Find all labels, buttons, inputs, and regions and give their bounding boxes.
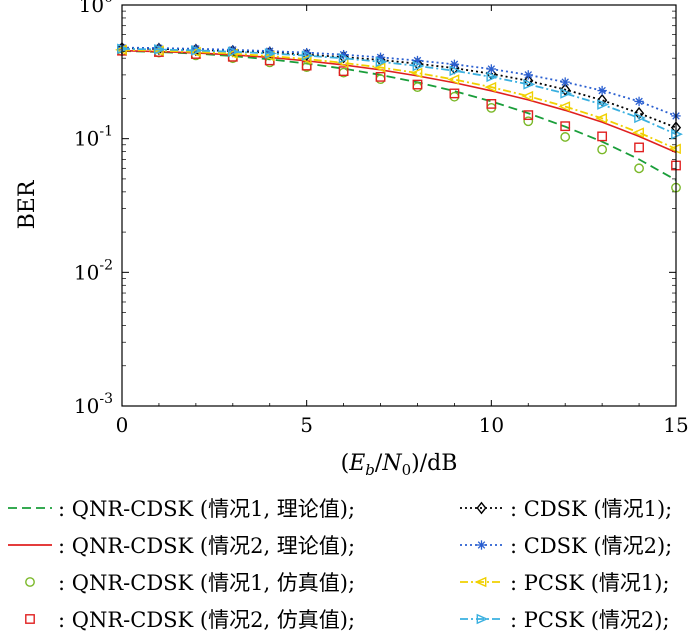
series-3-point-9 <box>449 88 460 99</box>
series-7 <box>117 43 683 140</box>
series-2-point-13 <box>597 144 608 155</box>
series-1 <box>121 49 677 154</box>
y-tick-label-2: 10-2 <box>74 257 113 284</box>
y-tick-label-3: 10-3 <box>74 391 113 418</box>
legend-label-3: : QNR-CDSK (情况2, 仿真值); <box>58 608 355 632</box>
series-2-point-7 <box>375 74 386 85</box>
series-3-point-6 <box>338 66 349 77</box>
legend-marker-5 <box>476 540 487 550</box>
series-3-point-8 <box>412 79 423 90</box>
series-4-point-12 <box>560 83 571 96</box>
series-7-point-11 <box>523 79 536 90</box>
series-5-point-14 <box>634 96 644 107</box>
series-2-point-11 <box>523 116 534 127</box>
legend-label-0: : QNR-CDSK (情况1, 理论值); <box>58 497 355 521</box>
series-6-point-8 <box>410 67 423 79</box>
series-2-point-14 <box>634 163 644 174</box>
legend-entry-4: : CDSK (情况1); <box>460 497 672 521</box>
series-6-point-13 <box>595 113 608 124</box>
series-6-point-10 <box>484 81 497 93</box>
legend-marker-7 <box>476 613 489 625</box>
series-3-point-13 <box>597 131 608 142</box>
series-5-point-9 <box>449 59 460 70</box>
series-line-7 <box>121 47 677 136</box>
legend-label-7: : PCSK (情况2); <box>510 608 670 632</box>
series-6-point-7 <box>373 62 386 73</box>
tick-labels: 0 5 10 15 100 10-1 10-2 10-3 <box>74 0 689 437</box>
series-6-point-9 <box>447 74 460 85</box>
series-2-point-9 <box>449 91 460 102</box>
legend: : QNR-CDSK (情况1, 理论值); : CDSK (情况1); : QNR… <box>8 497 672 632</box>
series-3-point-14 <box>634 142 644 153</box>
series-7-point-10 <box>486 71 499 83</box>
x-tick-label-2: 10 <box>479 413 504 437</box>
series-3-point-11 <box>523 110 534 121</box>
series-line-5 <box>121 46 677 117</box>
series-5-point-12 <box>560 77 570 87</box>
series-6-point-2 <box>188 46 201 58</box>
series-0 <box>121 50 677 181</box>
legend-marker-6 <box>474 576 487 588</box>
series-7-point-13 <box>597 99 610 110</box>
series-3-point-12 <box>560 121 571 132</box>
series-6-point-12 <box>558 101 571 112</box>
series-7-point-12 <box>560 88 573 99</box>
legend-label-6: : PCSK (情况1); <box>510 571 670 595</box>
y-tick-label-0: 100 <box>79 0 113 17</box>
series-6-point-3 <box>225 48 238 60</box>
legend-label-1: : QNR-CDSK (情况2, 理论值); <box>58 534 355 558</box>
legend-marker-3 <box>25 614 35 624</box>
series-7-point-5 <box>301 50 314 61</box>
plot-area-frame <box>121 4 677 407</box>
legend-entry-3: : QNR-CDSK (情况2, 仿真值); <box>25 608 355 632</box>
legend-label-5: : CDSK (情况2); <box>510 534 672 558</box>
series-7-point-6 <box>338 53 351 64</box>
legend-label-2: : QNR-CDSK (情况1, 仿真值); <box>58 571 355 595</box>
legend-entry-6: : PCSK (情况1); <box>460 571 670 595</box>
axis-ticks <box>121 4 677 407</box>
legend-entry-7: : PCSK (情况2); <box>460 608 670 632</box>
series-6-point-11 <box>521 90 534 102</box>
legend-marker-2 <box>25 577 35 587</box>
legend-entry-5: : CDSK (情况2); <box>460 534 672 558</box>
legend-entry-1: : QNR-CDSK (情况2, 理论值); <box>8 534 355 558</box>
series-7-point-8 <box>412 60 425 72</box>
legend-entry-2: : QNR-CDSK (情况1, 仿真值); <box>25 571 355 595</box>
series-6-point-5 <box>299 53 312 65</box>
x-tick-label-3: 15 <box>663 413 688 437</box>
series-7-point-2 <box>190 45 203 56</box>
series-layer <box>115 41 683 193</box>
series-7-point-4 <box>264 48 277 59</box>
series-7-point-3 <box>227 46 240 58</box>
legend-marker-4 <box>476 501 487 515</box>
series-5-point-10 <box>486 64 497 74</box>
series-6-point-14 <box>632 127 644 138</box>
y-axis-label: BER <box>15 179 40 229</box>
x-tick-label-0: 0 <box>116 413 129 437</box>
series-line-6 <box>121 48 677 150</box>
series-7-point-9 <box>449 65 462 77</box>
series-7-point-7 <box>375 56 388 68</box>
series-2-point-8 <box>412 82 423 93</box>
legend-entry-0: : QNR-CDSK (情况1, 理论值); <box>8 497 355 521</box>
series-2-point-12 <box>560 132 571 142</box>
series-5-point-13 <box>597 85 607 96</box>
series-5-point-11 <box>523 70 533 80</box>
series-3 <box>117 45 681 171</box>
x-axis-label: (Eb/N0)/dB <box>341 451 458 479</box>
series-3-point-7 <box>375 71 386 82</box>
series-line-0 <box>121 50 677 181</box>
x-tick-label-1: 5 <box>300 413 313 437</box>
series-5 <box>117 42 681 121</box>
series-line-4 <box>121 47 677 129</box>
series-7-point-1 <box>154 44 166 55</box>
series-3-point-10 <box>486 99 497 109</box>
series-7-point-14 <box>634 112 646 124</box>
y-tick-label-1: 10-1 <box>74 124 113 151</box>
series-line-1 <box>121 49 677 154</box>
legend-label-4: : CDSK (情况1); <box>510 497 672 521</box>
